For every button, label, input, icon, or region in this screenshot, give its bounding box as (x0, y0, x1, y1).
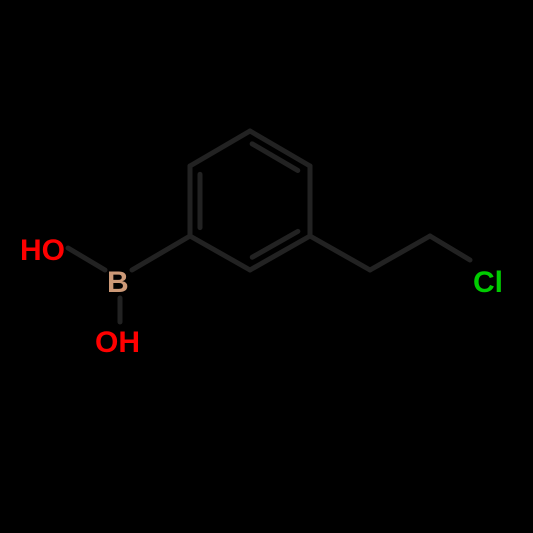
bond (310, 236, 370, 270)
atom-oh1: HO (20, 234, 65, 268)
bond (190, 236, 250, 270)
bond (370, 236, 430, 270)
bond (132, 236, 190, 270)
molecule-diagram (0, 0, 533, 533)
bond (190, 131, 250, 166)
atom-cl: Cl (473, 266, 503, 300)
atom-b: B (107, 266, 129, 300)
bond (68, 248, 105, 270)
atom-oh2: OH (95, 326, 140, 360)
bond (430, 236, 470, 260)
